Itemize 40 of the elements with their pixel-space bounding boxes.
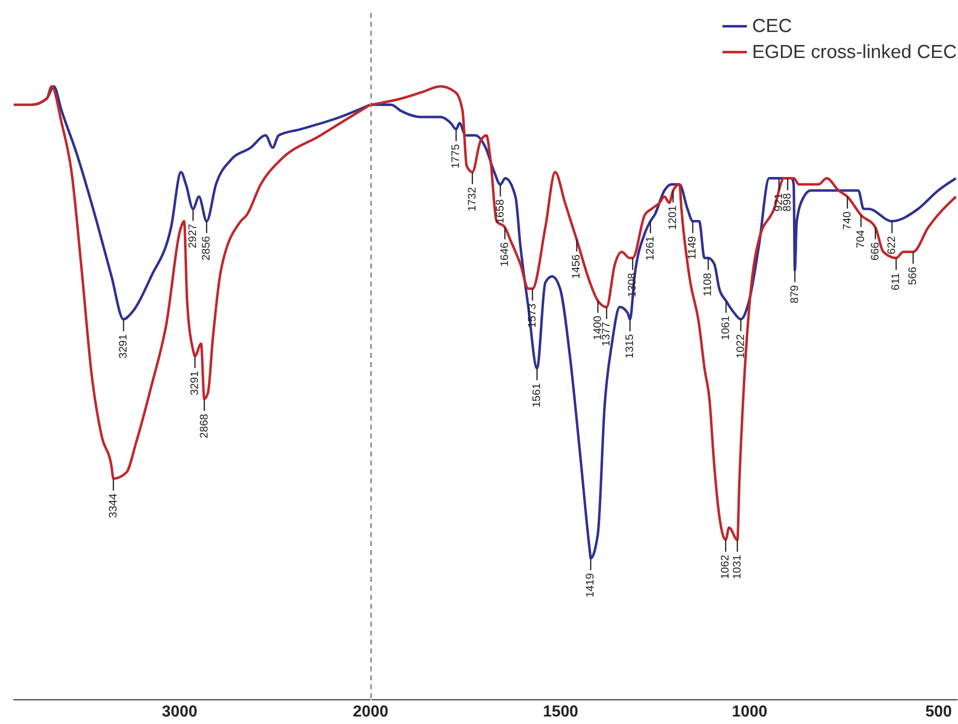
annotation: 1201 xyxy=(667,205,680,230)
annotation: 1022 xyxy=(734,334,747,359)
legend-label: CEC xyxy=(752,16,792,38)
annotation: 1315 xyxy=(624,334,636,359)
x-tick-label: 2000 xyxy=(352,704,388,721)
annotation: 1646 xyxy=(498,242,511,267)
annotation: 1419 xyxy=(584,573,597,598)
x-tick-label: 500 xyxy=(925,704,952,721)
annotation: 1061 xyxy=(720,316,732,340)
annotation: 1149 xyxy=(686,236,699,260)
annotation: 1261 xyxy=(644,236,656,260)
annotation: 1308 xyxy=(626,272,639,298)
legend-label: EGDE cross-linked CEC xyxy=(752,42,957,64)
x-tick-label: 1000 xyxy=(732,704,768,721)
annotation: 566 xyxy=(907,266,920,286)
annotation: 622 xyxy=(886,236,898,254)
annotation: 1775 xyxy=(450,144,462,169)
annotation: 3344 xyxy=(107,494,120,518)
annotation: 3291 xyxy=(188,370,201,396)
annotation: 704 xyxy=(854,230,867,248)
x-tick-label: 3000 xyxy=(162,704,198,721)
annotation: 1561 xyxy=(531,383,543,408)
annotation: 1658 xyxy=(494,199,506,224)
annotation: 1573 xyxy=(526,304,538,328)
annotation: 879 xyxy=(788,285,801,304)
x-tick-label: 1500 xyxy=(542,704,578,721)
annotation: 1377 xyxy=(600,322,613,346)
annotation: 611 xyxy=(890,272,902,290)
annotation: 1062 xyxy=(720,554,732,580)
annotation: 2868 xyxy=(198,414,210,438)
annotation: 1031 xyxy=(731,554,744,580)
annotation: 666 xyxy=(869,242,882,260)
annotation: 3291 xyxy=(118,334,130,359)
annotation: 1456 xyxy=(570,254,583,279)
annotation: 740 xyxy=(841,212,854,230)
annotation: 898 xyxy=(782,193,794,212)
annotation: 1732 xyxy=(466,187,478,212)
annotation: 1108 xyxy=(702,272,714,296)
annotation: 2856 xyxy=(200,236,213,260)
annotation: 2927 xyxy=(187,224,200,248)
